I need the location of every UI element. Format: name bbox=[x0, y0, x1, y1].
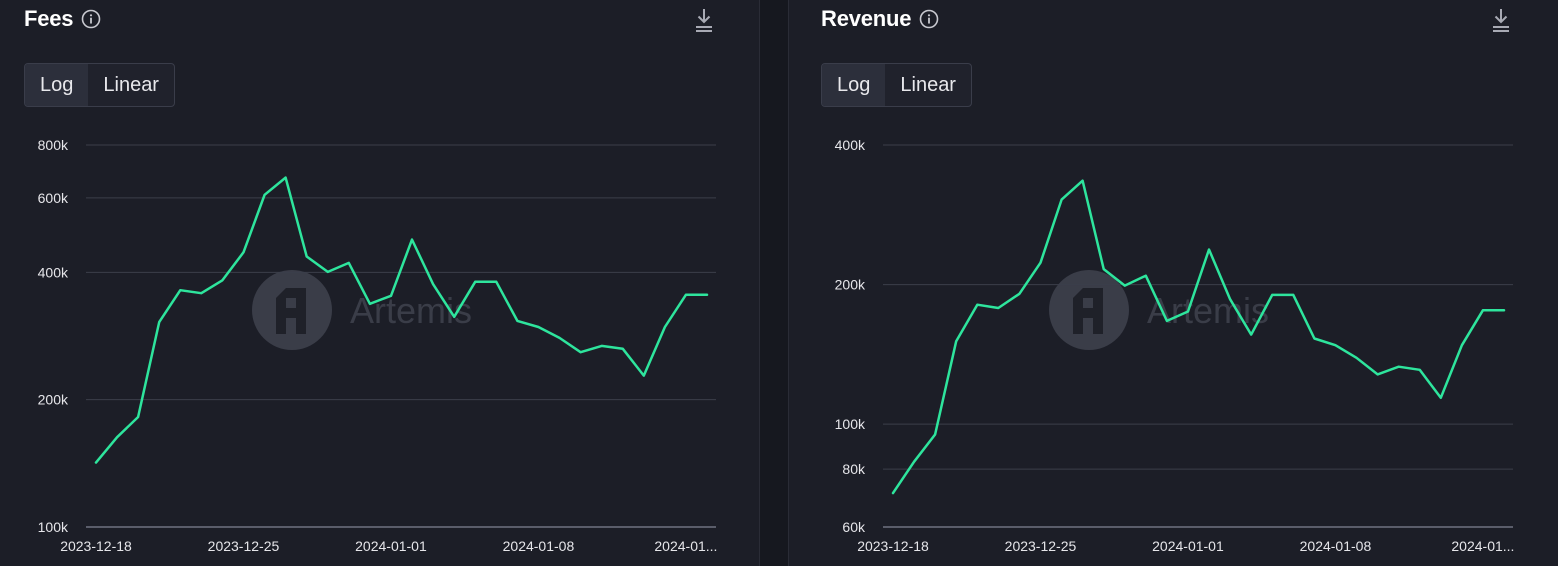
x-tick-label: 2023-12-18 bbox=[60, 538, 132, 554]
x-tick-label: 2024-01-08 bbox=[503, 538, 575, 554]
y-tick-label: 600k bbox=[38, 190, 69, 206]
download-icon[interactable] bbox=[695, 8, 713, 32]
fees-panel: Fees Log Linear Artemis 100k 200k 400k 600k 8… bbox=[0, 0, 759, 566]
watermark: Artemis bbox=[1049, 270, 1269, 350]
y-tick-label: 60k bbox=[842, 519, 866, 535]
y-tick-label: 400k bbox=[835, 137, 866, 153]
linear-button[interactable]: Linear bbox=[88, 64, 174, 106]
x-tick-label: 2024-01... bbox=[654, 538, 717, 554]
x-tick-label: 2024-01-01 bbox=[1152, 538, 1224, 554]
artemis-logo-glyph bbox=[276, 288, 306, 334]
panel-divider bbox=[759, 0, 789, 566]
x-tick-label: 2023-12-25 bbox=[208, 538, 280, 554]
fees-title: Fees bbox=[24, 6, 74, 31]
log-button[interactable]: Log bbox=[25, 64, 89, 106]
x-tick-label: 2023-12-18 bbox=[857, 538, 929, 554]
revenue-chart: Artemis 60k 80k 100k 200k 400k 2023-12-18 2023-… bbox=[835, 137, 1515, 554]
y-tick-label: 800k bbox=[38, 137, 69, 153]
fees-chart: Artemis 100k 200k 400k 600k 800k 2023-12-18 202… bbox=[38, 137, 718, 554]
revenue-title: Revenue bbox=[821, 6, 912, 31]
revenue-title-row: Revenue bbox=[821, 6, 939, 32]
y-tick-label: 400k bbox=[38, 264, 69, 280]
scale-toggle: Log Linear bbox=[821, 63, 972, 107]
info-icon[interactable] bbox=[81, 9, 101, 29]
y-tick-label: 80k bbox=[842, 461, 866, 477]
artemis-logo-glyph bbox=[1073, 288, 1103, 334]
series-line bbox=[94, 176, 709, 464]
linear-button[interactable]: Linear bbox=[885, 64, 971, 106]
x-tick-label: 2024-01-01 bbox=[355, 538, 427, 554]
x-tick-label: 2024-01-08 bbox=[1300, 538, 1372, 554]
watermark-text: Artemis bbox=[1147, 290, 1269, 331]
y-tick-label: 100k bbox=[835, 416, 866, 432]
scale-toggle: Log Linear bbox=[24, 63, 175, 107]
x-tick-label: 2024-01... bbox=[1451, 538, 1514, 554]
revenue-panel: Revenue Log Linear Artemis 60k 80k 100k 200k… bbox=[797, 0, 1558, 566]
series-line bbox=[891, 179, 1506, 495]
y-tick-label: 200k bbox=[835, 277, 866, 293]
watermark: Artemis bbox=[252, 270, 472, 350]
watermark-text: Artemis bbox=[350, 290, 472, 331]
info-icon[interactable] bbox=[919, 9, 939, 29]
fees-title-row: Fees bbox=[24, 6, 101, 32]
y-tick-label: 200k bbox=[38, 392, 69, 408]
log-button[interactable]: Log bbox=[822, 64, 886, 106]
x-tick-label: 2023-12-25 bbox=[1005, 538, 1077, 554]
y-tick-label: 100k bbox=[38, 519, 69, 535]
download-icon[interactable] bbox=[1492, 8, 1510, 32]
